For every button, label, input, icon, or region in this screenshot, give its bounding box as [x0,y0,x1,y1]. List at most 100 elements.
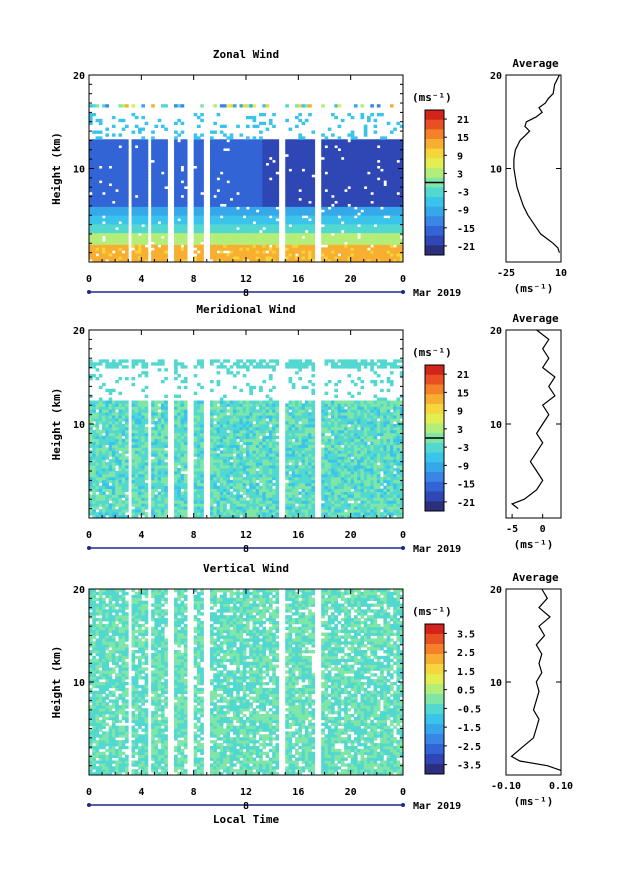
heatmap-cell [132,227,136,230]
heatmap-cell [272,253,276,256]
heatmap-cell [285,174,289,177]
heatmap-cell [158,459,162,462]
heatmap-cell [383,163,387,166]
heatmap-cell [390,230,394,233]
heatmap-cell [125,424,129,427]
heatmap-cell [174,480,178,483]
heatmap-cell [109,177,113,180]
heatmap-cell [122,448,126,451]
heatmap-cell [305,212,309,215]
heatmap-cell [197,204,201,207]
heatmap-cell [298,174,302,177]
heatmap-cell [115,157,119,160]
heatmap-cell [370,186,374,189]
heatmap-cell [194,233,198,236]
heatmap-cell [96,189,100,192]
heatmap-cell [96,209,100,212]
heatmap-cell [321,186,325,189]
heatmap-cell [109,427,113,430]
heatmap-cell [105,224,109,227]
heatmap-cell [151,480,155,483]
heatmap-cell [213,206,217,209]
heatmap-cell [289,174,293,177]
heatmap-cell [220,230,224,233]
heatmap-cell [109,236,113,239]
heatmap-cell [132,139,136,142]
heatmap-cell [344,221,348,224]
heatmap-cell [112,448,116,451]
profile-x-label: (ms⁻¹) [514,282,554,295]
heatmap-cell [259,148,263,151]
heatmap-cell [102,174,106,177]
heatmap-cell [213,468,217,471]
heatmap-cell [360,183,364,186]
heatmap-cell [99,503,103,506]
heatmap-cell [118,119,122,122]
heatmap-cell [138,445,142,448]
heatmap-cell [99,486,103,489]
heatmap-cell [256,160,260,163]
heatmap-cell [331,151,335,154]
heatmap-cell [112,166,116,169]
heatmap-cell [118,474,122,477]
heatmap-cell [360,239,364,242]
heatmap-cell [262,166,266,169]
heatmap-cell [109,506,113,509]
heatmap-cell [118,186,122,189]
heatmap-cell [213,424,217,427]
heatmap-cell [92,104,96,107]
heatmap-cell [325,256,329,259]
heatmap-cell [181,512,185,515]
heatmap-cell [223,215,227,218]
heatmap-cell [351,145,355,148]
heatmap-cell [145,436,149,439]
heatmap-cell [351,174,355,177]
heatmap-cell [161,492,165,495]
heatmap-cell [334,171,338,174]
heatmap-cell [105,204,109,207]
heatmap-cell [223,247,227,250]
heatmap-cell [105,177,109,180]
heatmap-cell [321,212,325,215]
heatmap-cell [96,163,100,166]
heatmap-cell [253,250,257,253]
heatmap-cell [364,177,368,180]
heatmap-cell [347,195,351,198]
heatmap-cell [145,198,149,201]
heatmap-cell [115,500,119,503]
heatmap-cell [253,189,257,192]
heatmap-cell [158,227,162,230]
heatmap-cell [158,448,162,451]
heatmap-cell [105,424,109,427]
heatmap-cell [154,474,158,477]
heatmap-cell [331,154,335,157]
heatmap-cell [302,122,306,125]
heatmap-cell [347,183,351,186]
heatmap-cell [181,104,185,107]
heatmap-cell [145,250,149,253]
heatmap-cell [367,142,371,145]
heatmap-cell [135,503,139,506]
heatmap-cell [236,212,240,215]
heatmap-cell [145,477,149,480]
heatmap-cell [331,242,335,245]
heatmap-cell [96,377,100,380]
profile-x-tick-label: -25 [497,268,515,279]
heatmap-cell [305,189,309,192]
heatmap-cell [308,247,312,250]
heatmap-cell [122,204,126,207]
heatmap-cell [141,495,145,498]
heatmap-cell [96,154,100,157]
heatmap-cell [321,198,325,201]
heatmap-cell [357,186,361,189]
heatmap-cell [226,160,230,163]
heatmap-cell [177,459,181,462]
heatmap-cell [380,136,384,139]
heatmap-cell [275,166,279,169]
heatmap-cell [109,242,113,245]
heatmap-cell [311,236,315,239]
heatmap-cell [102,442,106,445]
heatmap-cell [380,195,384,198]
heatmap-cell [138,465,142,468]
heatmap-cell [328,192,332,195]
